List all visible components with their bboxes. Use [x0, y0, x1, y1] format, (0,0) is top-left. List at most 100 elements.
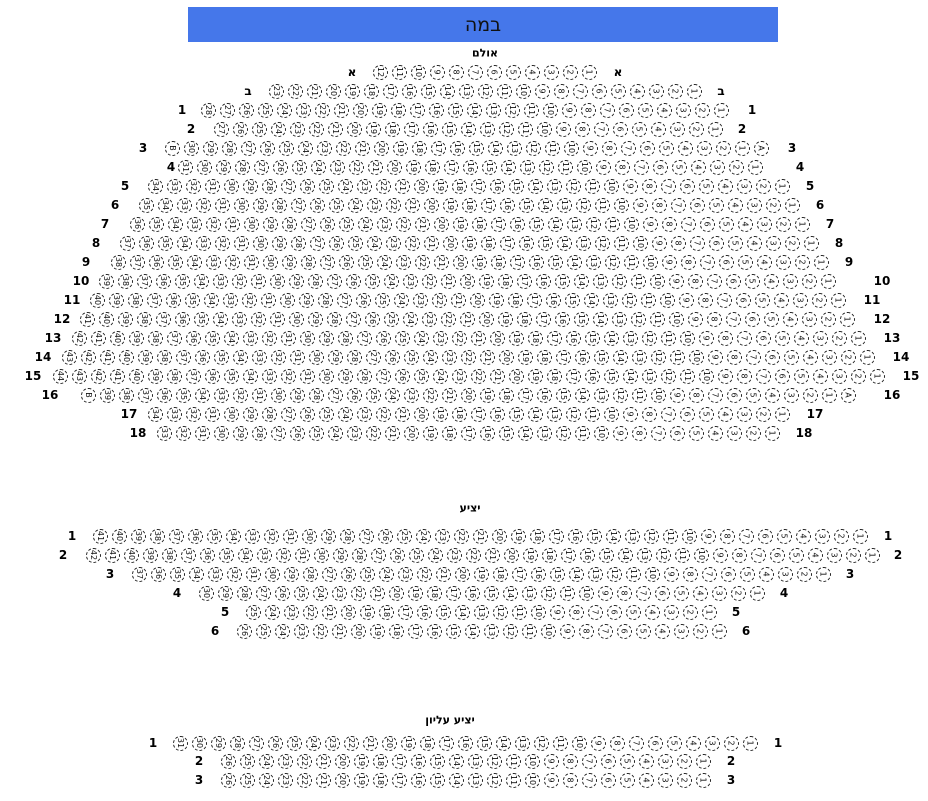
seat[interactable]: 33 — [244, 528, 260, 544]
seat[interactable]: 7 — [593, 121, 609, 137]
seat[interactable]: 8 — [731, 547, 747, 563]
seat[interactable]: 10 — [571, 735, 587, 751]
seat[interactable]: 14 — [573, 273, 589, 289]
seat[interactable]: 23 — [277, 753, 293, 769]
seat[interactable]: 18 — [363, 83, 379, 99]
seat[interactable]: 10 — [698, 368, 714, 384]
seat[interactable]: 1 — [695, 772, 711, 788]
seat[interactable]: 1 — [581, 64, 597, 80]
seat[interactable]: 15 — [555, 387, 571, 403]
seat[interactable]: 14 — [527, 406, 543, 422]
seat[interactable]: 19 — [471, 254, 487, 270]
seat[interactable]: 24 — [402, 311, 418, 327]
seat[interactable]: 27 — [336, 292, 352, 308]
seat[interactable]: 1 — [869, 368, 885, 384]
seat[interactable]: 13 — [622, 330, 638, 346]
seat[interactable]: 16 — [528, 254, 544, 270]
seat[interactable]: 33 — [156, 425, 172, 441]
seat[interactable]: 6 — [755, 330, 771, 346]
seat[interactable]: 17 — [407, 623, 423, 639]
seat[interactable]: 11 — [557, 159, 573, 175]
seat[interactable]: 20 — [413, 178, 429, 194]
seat[interactable]: 26 — [328, 235, 344, 251]
seat[interactable]: 29 — [332, 547, 348, 563]
seat[interactable]: 1 — [695, 753, 711, 769]
seat[interactable]: 12 — [486, 753, 502, 769]
seat[interactable]: 22 — [421, 273, 437, 289]
seat[interactable]: 32 — [263, 528, 279, 544]
seat[interactable]: 37 — [166, 330, 182, 346]
seat[interactable]: 18 — [419, 735, 435, 751]
seat[interactable]: 23 — [432, 330, 448, 346]
seat[interactable]: 31 — [243, 254, 259, 270]
seat[interactable]: 10 — [542, 102, 558, 118]
seat[interactable]: 2 — [784, 235, 800, 251]
seat[interactable]: 23 — [376, 216, 392, 232]
seat[interactable]: 9 — [612, 425, 628, 441]
seat[interactable]: 31 — [177, 159, 193, 175]
seat[interactable]: 35 — [174, 273, 190, 289]
seat[interactable]: 5 — [673, 585, 689, 601]
seat[interactable]: 9 — [642, 216, 658, 232]
seat[interactable]: 28 — [200, 102, 216, 118]
seat[interactable]: 7 — [701, 566, 717, 582]
seat[interactable]: 11 — [630, 273, 646, 289]
seat[interactable]: 29 — [283, 566, 299, 582]
seat[interactable]: 14 — [517, 425, 533, 441]
seat[interactable]: 7 — [716, 292, 732, 308]
seat[interactable]: 12 — [606, 566, 622, 582]
seat[interactable]: 34 — [225, 528, 241, 544]
seat[interactable]: 12 — [533, 735, 549, 751]
seat[interactable]: 37 — [180, 547, 196, 563]
seat[interactable]: 38 — [161, 547, 177, 563]
seat[interactable]: 18 — [480, 235, 496, 251]
seat[interactable]: 34 — [188, 566, 204, 582]
seat[interactable]: 34 — [193, 273, 209, 289]
seat[interactable]: 24 — [258, 772, 274, 788]
seat[interactable]: 11 — [391, 64, 407, 80]
seat[interactable]: 40 — [111, 528, 127, 544]
seat[interactable]: 35 — [204, 330, 220, 346]
seat[interactable]: 13 — [479, 121, 495, 137]
seat[interactable]: 28 — [290, 235, 306, 251]
seat[interactable]: 9 — [549, 604, 565, 620]
seat[interactable]: 8 — [578, 623, 594, 639]
seat[interactable]: 16 — [518, 235, 534, 251]
seat[interactable]: 2 — [676, 753, 692, 769]
seat[interactable]: 30 — [270, 387, 286, 403]
seat[interactable]: 13 — [587, 566, 603, 582]
seat[interactable]: 18 — [378, 604, 394, 620]
seat[interactable]: 41 — [99, 349, 115, 365]
seat[interactable]: 13 — [485, 102, 501, 118]
seat[interactable]: 31 — [204, 406, 220, 422]
seat[interactable]: 13 — [483, 623, 499, 639]
seat[interactable]: 6 — [669, 425, 685, 441]
seat[interactable]: 26 — [384, 349, 400, 365]
seat[interactable]: 18 — [388, 623, 404, 639]
seat[interactable]: 12 — [641, 330, 657, 346]
seat[interactable]: 7 — [670, 197, 686, 213]
seat[interactable]: 35 — [148, 216, 164, 232]
seat[interactable]: 23 — [268, 83, 284, 99]
seat[interactable]: 10 — [659, 292, 675, 308]
seat[interactable]: 15 — [547, 254, 563, 270]
seat[interactable]: 6 — [764, 349, 780, 365]
seat[interactable]: 23 — [316, 140, 332, 156]
seat[interactable]: 1 — [774, 406, 790, 422]
seat[interactable]: 21 — [394, 178, 410, 194]
seat[interactable]: 2 — [794, 254, 810, 270]
seat[interactable]: 15 — [537, 235, 553, 251]
seat[interactable]: 26 — [220, 772, 236, 788]
seat[interactable]: 26 — [319, 216, 335, 232]
seat[interactable]: 16 — [479, 425, 495, 441]
seat[interactable]: 20 — [498, 349, 514, 365]
seat[interactable]: 25 — [328, 197, 344, 213]
seat[interactable]: 32 — [185, 178, 201, 194]
seat[interactable]: 15 — [549, 566, 565, 582]
seat[interactable]: 2 — [715, 140, 731, 156]
seat[interactable]: 24 — [297, 140, 313, 156]
seat[interactable]: 22 — [302, 604, 318, 620]
seat[interactable]: 27 — [356, 330, 372, 346]
seat[interactable]: 1 — [815, 566, 831, 582]
seat[interactable]: 20 — [503, 547, 519, 563]
